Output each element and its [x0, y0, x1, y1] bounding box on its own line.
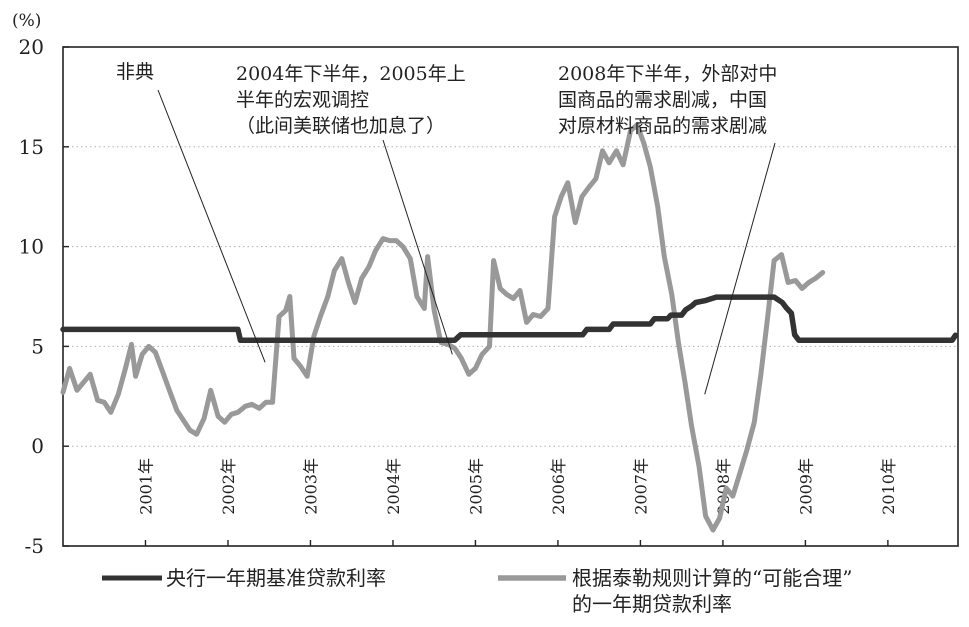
legend-label-taylor-line1: 根据泰勒规则计算的“可能合理” — [572, 566, 852, 590]
y-tick-label: 15 — [19, 135, 44, 159]
y-unit-label: (%) — [12, 11, 41, 31]
x-tick-label: 2006年 — [549, 458, 568, 515]
taylor-rule-rate-line — [60, 122, 826, 533]
y-axis: -5 0 5 10 15 20 — [19, 35, 69, 558]
annotation-leader-crisis — [704, 142, 776, 395]
annotation-text-crisis: 2008年下半年，外部对中 — [558, 63, 777, 85]
annotation-text-macro: （此间美联储也加息了） — [236, 115, 445, 137]
annotation-text-macro: 2004年下半年，2005年上 — [236, 63, 466, 85]
plot-frame — [62, 46, 959, 547]
pboc-benchmark-rate-line — [60, 294, 959, 343]
annotation-leader-sars — [157, 89, 266, 363]
x-tick-label: 2005年 — [466, 458, 485, 515]
x-tick-label: 2007年 — [631, 458, 650, 515]
grid-lines — [63, 146, 958, 447]
x-tick-label: 2008年 — [714, 458, 733, 515]
y-tick-label: 20 — [19, 35, 44, 59]
series-lines — [60, 122, 959, 533]
annotation-text-macro: 半年的宏观调控 — [236, 89, 369, 111]
x-tick-label: 2003年 — [301, 458, 320, 515]
x-tick-label: 2010年 — [879, 458, 898, 515]
y-tick-label: -5 — [25, 534, 44, 558]
x-tick-label: 2004年 — [384, 458, 403, 515]
x-tick-label: 2002年 — [219, 458, 238, 515]
y-tick-label: 5 — [31, 334, 44, 358]
annotation-text-crisis: 对原材料商品的需求剧减 — [558, 115, 767, 137]
annotation-leader-macro — [382, 139, 453, 355]
annotation-text-crisis: 国商品的需求剧减，中国 — [558, 89, 767, 111]
x-axis: 2001年 2002年 2003年 2004年 2005年 2006年 2007年 2008年… — [136, 458, 898, 546]
legend-label-taylor-line2: 的一年期贷款利率 — [572, 592, 732, 616]
legend-label-pboc: 央行一年期基准贷款利率 — [166, 566, 386, 590]
y-tick-label: 0 — [31, 434, 44, 458]
annotation-text-sars: 非典 — [116, 61, 154, 83]
legend: 央行一年期基准贷款利率 根据泰勒规则计算的“可能合理”的一年期贷款利率 — [102, 566, 852, 616]
x-tick-label: 2001年 — [136, 458, 155, 515]
x-tick-label: 2009年 — [796, 458, 815, 515]
y-tick-label: 10 — [19, 235, 44, 259]
